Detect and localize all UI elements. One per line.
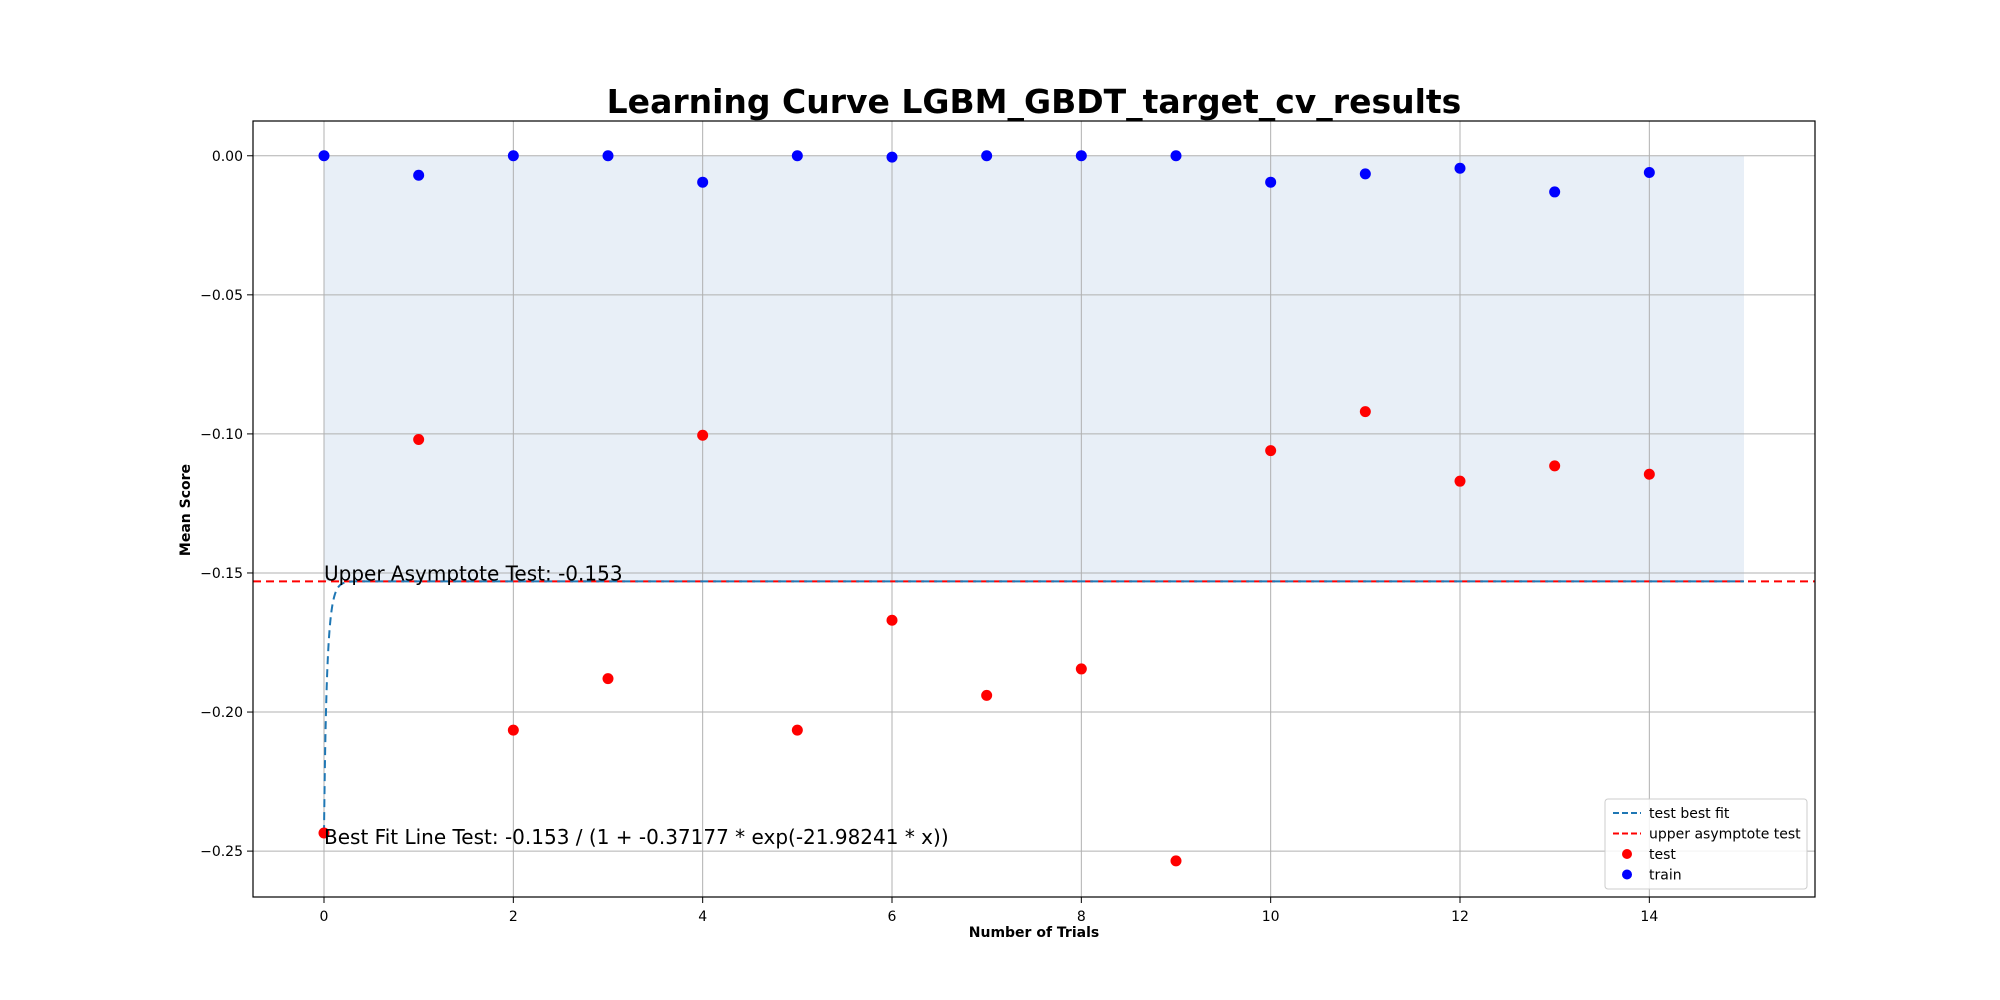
best-fit-annotation: Best Fit Line Test: -0.153 / (1 + -0.371…	[324, 825, 949, 849]
legend-box	[1604, 798, 1808, 890]
y-tick-label: −0.05	[200, 288, 243, 304]
train-point	[1454, 162, 1466, 174]
test-point	[981, 689, 993, 701]
y-tick-label: −0.25	[200, 844, 243, 860]
train-point	[1549, 186, 1561, 198]
train-point	[413, 169, 425, 181]
series-best-fit-curve	[323, 580, 1744, 834]
y-tick-label: 0.00	[212, 149, 243, 165]
x-tick-label: 0	[320, 909, 329, 925]
legend-swatch-dot	[1622, 849, 1632, 859]
train-point	[1075, 150, 1087, 162]
test-point	[886, 614, 898, 626]
x-tick-label: 6	[888, 909, 897, 925]
x-tick-label: 4	[698, 909, 707, 925]
test-point	[1454, 475, 1466, 487]
train-point	[1265, 176, 1277, 188]
y-tick-label: −0.10	[200, 427, 243, 443]
test-point	[1643, 468, 1655, 480]
x-tick-label: 8	[1077, 909, 1086, 925]
test-point	[1075, 663, 1087, 675]
test-point	[318, 827, 330, 839]
train-point	[602, 150, 614, 162]
legend-label: train	[1649, 868, 1682, 884]
test-point	[1170, 855, 1182, 867]
y-axis-label: Mean Score	[178, 464, 194, 556]
train-point	[318, 150, 330, 162]
test-point	[413, 433, 425, 445]
test-point	[697, 429, 709, 441]
train-point	[1643, 166, 1655, 178]
shaded-band	[324, 155, 1744, 582]
legend-label: test best fit	[1649, 806, 1730, 822]
chart-title: Learning Curve LGBM_GBDT_target_cv_resul…	[607, 82, 1462, 121]
train-point	[697, 176, 709, 188]
test-point	[791, 724, 803, 736]
test-point	[1265, 445, 1277, 457]
asymptote-annotation: Upper Asymptote Test: -0.153	[324, 561, 623, 585]
x-tick-label: 14	[1640, 909, 1658, 925]
test-point	[507, 724, 519, 736]
plot-area: 0 2 4 6 8 10 12 14 0.00 −0.05 −0.10 −0.15 −0.20 −0.25	[200, 120, 1816, 925]
legend: test best fit upper asymptote test test tra…	[1604, 798, 1808, 890]
train-point	[791, 150, 803, 162]
train-point	[886, 151, 898, 163]
train-point	[981, 150, 993, 162]
x-tick-label: 2	[509, 909, 518, 925]
test-point	[602, 673, 614, 685]
x-tick-label: 10	[1262, 909, 1280, 925]
plot-frame	[252, 120, 1816, 898]
x-axis-label: Number of Trials	[969, 925, 1099, 941]
train-point	[1359, 168, 1371, 180]
train-point	[507, 150, 519, 162]
legend-label: upper asymptote test	[1649, 827, 1801, 843]
test-point	[1359, 406, 1371, 418]
test-point	[1549, 460, 1561, 472]
x-tick-label: 12	[1451, 909, 1469, 925]
train-point	[1170, 150, 1182, 162]
y-tick-label: −0.20	[200, 705, 243, 721]
legend-swatch-dot	[1622, 869, 1632, 880]
y-tick-label: −0.15	[200, 566, 243, 582]
legend-label: test	[1649, 847, 1676, 863]
